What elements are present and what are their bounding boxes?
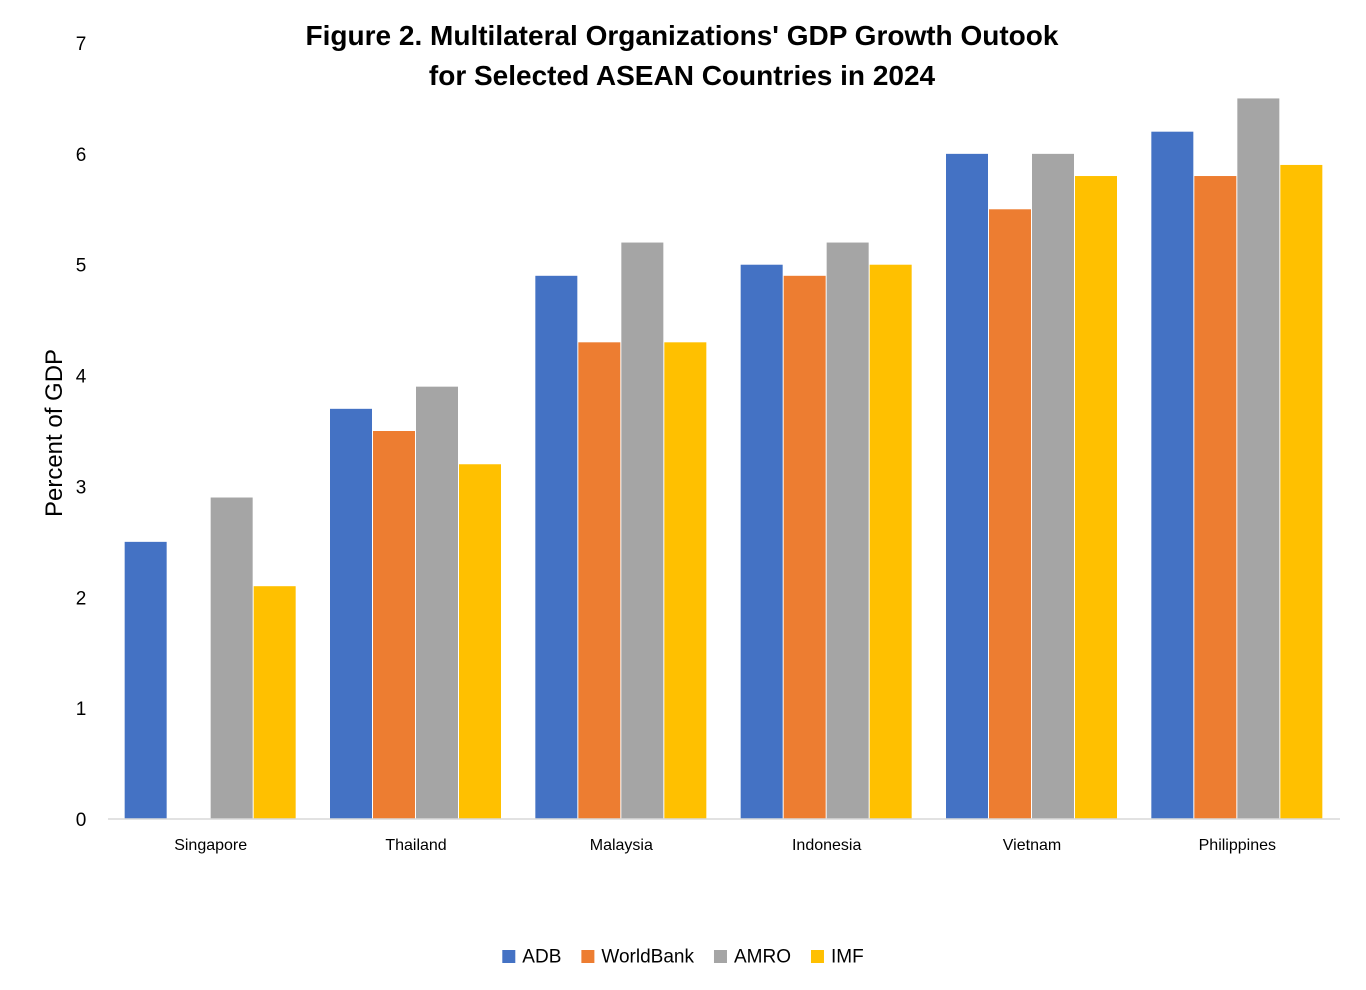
bar-series-group: [124, 98, 1323, 820]
bar-adb-vietnam: [946, 153, 988, 819]
y-tick-label: 4: [76, 367, 87, 388]
bar-worldbank-indonesia: [783, 275, 826, 819]
bar-worldbank-thailand: [373, 431, 415, 819]
y-axis-tick-labels: 0 1 2 3 4 5 6 7: [76, 34, 87, 831]
x-tick-label-vietnam: Vietnam: [1003, 837, 1061, 854]
bar-adb-philippines: [1151, 131, 1194, 819]
bar-amro-philippines: [1237, 98, 1280, 819]
x-tick-label-philippines: Philippines: [1199, 837, 1276, 854]
bar-imf-vietnam: [1075, 176, 1117, 819]
chart-title: Figure 2. Multilateral Organizations' GD…: [306, 20, 1059, 91]
legend-item-adb: ADB: [502, 947, 561, 968]
legend: ADB WorldBank AMRO IMF: [502, 947, 864, 968]
bar-amro-vietnam: [1032, 153, 1074, 819]
bar-adb-singapore: [124, 541, 167, 819]
legend-label-imf: IMF: [831, 947, 864, 968]
bar-imf-indonesia: [869, 264, 912, 819]
y-tick-label: 1: [76, 699, 87, 720]
legend-swatch-adb: [502, 950, 516, 963]
legend-swatch-amro: [713, 950, 727, 963]
bar-worldbank-philippines: [1194, 176, 1237, 819]
bar-imf-singapore: [253, 586, 296, 819]
legend-item-worldbank: WorldBank: [581, 947, 694, 968]
y-tick-label: 0: [76, 810, 87, 831]
x-tick-label-malaysia: Malaysia: [590, 837, 653, 854]
bar-imf-thailand: [459, 464, 501, 819]
legend-item-imf: IMF: [810, 947, 864, 968]
bar-adb-malaysia: [535, 275, 578, 819]
bar-adb-thailand: [330, 408, 372, 819]
bar-amro-malaysia: [621, 242, 664, 820]
bar-amro-singapore: [210, 497, 253, 819]
y-tick-label: 7: [76, 34, 87, 55]
x-axis-tick-labels: Singapore Thailand Malaysia Indonesia Vietna…: [174, 837, 1276, 854]
legend-swatch-worldbank: [581, 950, 595, 963]
bar-adb-indonesia: [740, 264, 783, 819]
bar-amro-indonesia: [826, 242, 869, 820]
chart-title-line-1: Figure 2. Multilateral Organizations' GD…: [306, 20, 1059, 51]
x-tick-label-indonesia: Indonesia: [792, 837, 861, 854]
legend-label-amro: AMRO: [734, 947, 791, 968]
y-axis-title: Percent of GDP: [41, 349, 68, 517]
x-tick-label-thailand: Thailand: [385, 837, 446, 854]
y-tick-label: 5: [76, 256, 87, 277]
bar-worldbank-vietnam: [989, 209, 1031, 820]
x-tick-label-singapore: Singapore: [174, 837, 247, 854]
y-tick-label: 3: [76, 477, 87, 498]
chart-title-line-2: for Selected ASEAN Countries in 2024: [429, 60, 936, 91]
legend-swatch-imf: [810, 950, 824, 963]
bar-imf-malaysia: [664, 342, 707, 819]
bar-amro-thailand: [416, 386, 458, 819]
legend-item-amro: AMRO: [713, 947, 791, 968]
bar-worldbank-malaysia: [578, 342, 621, 819]
y-tick-label: 6: [76, 145, 87, 166]
legend-label-adb: ADB: [522, 947, 561, 968]
bar-imf-philippines: [1280, 164, 1323, 819]
y-tick-label: 2: [76, 588, 87, 609]
legend-label-worldbank: WorldBank: [601, 947, 694, 968]
